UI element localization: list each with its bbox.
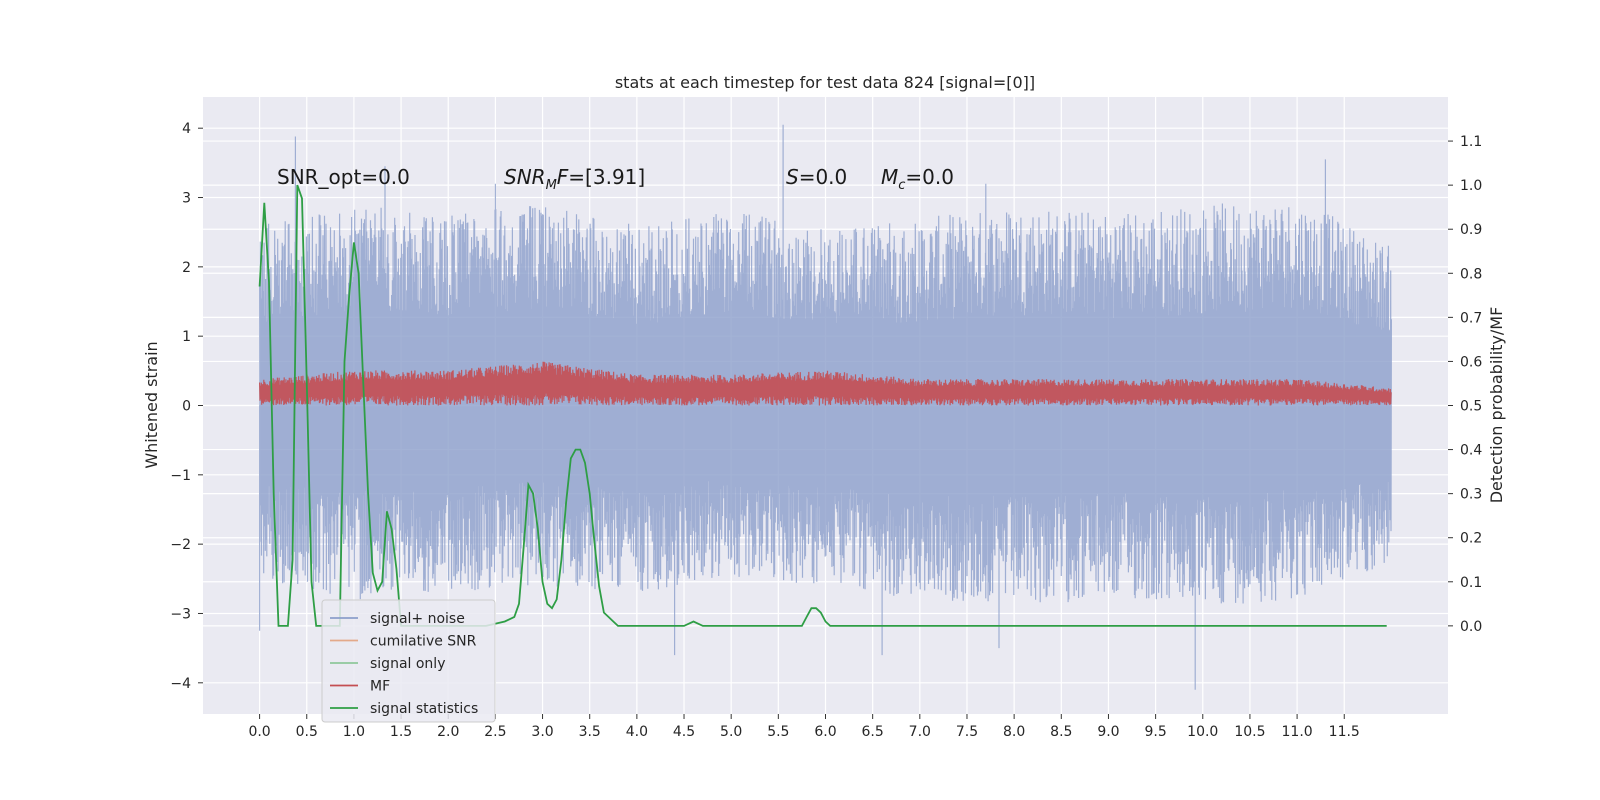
y-right-tick-label: 0.3 — [1460, 487, 1482, 503]
x-tick-label: 3.0 — [531, 724, 553, 740]
y-left-tick-label: 2 — [182, 260, 191, 276]
x-tick-label: 6.0 — [814, 724, 836, 740]
y-right-tick-label: 0.8 — [1460, 266, 1482, 282]
x-tick-label: 9.5 — [1144, 724, 1166, 740]
y-left-tick-label: 4 — [182, 121, 191, 137]
x-tick-label: 8.5 — [1050, 724, 1072, 740]
x-tick-label: 5.5 — [767, 724, 789, 740]
x-tick-label: 7.5 — [956, 724, 978, 740]
y-right-tick-label: 1.1 — [1460, 134, 1482, 150]
x-tick-label: 0.5 — [296, 724, 318, 740]
y-left-tick-label: −2 — [170, 537, 191, 553]
y-left-tick-label: −1 — [170, 468, 191, 484]
annotation-mc: Mc=0.0 — [881, 165, 954, 193]
y-axis-left-label: Whitened strain — [142, 341, 161, 468]
y-left-tick-label: −4 — [170, 676, 191, 692]
y-left-tick-label: 0 — [182, 399, 191, 415]
chart-title: stats at each timestep for test data 824… — [615, 73, 1035, 92]
x-tick-label: 10.5 — [1234, 724, 1265, 740]
y-right-tick-label: 0.1 — [1460, 575, 1482, 591]
y-right-tick-label: 0.4 — [1460, 443, 1482, 459]
y-axis-right-label: Detection probability/MF — [1487, 307, 1506, 504]
x-tick-label: 4.5 — [673, 724, 695, 740]
x-tick-label: 6.5 — [862, 724, 884, 740]
ticks: 0.0 0.5 1.0 1.5 2.0 2.5 3.0 3.5 4.0 4.5 5.0 5.5 6.0 6… — [170, 121, 1482, 740]
legend-label-mf: MF — [370, 679, 390, 695]
x-tick-label: 10.0 — [1187, 724, 1218, 740]
x-tick-label: 9.0 — [1097, 724, 1119, 740]
y-right-tick-label: 0.7 — [1460, 310, 1482, 326]
x-tick-label: 4.0 — [626, 724, 648, 740]
legend-label-signal-statistics: signal statistics — [370, 701, 478, 717]
x-tick-label: 1.5 — [390, 724, 412, 740]
y-right-tick-label: 0.0 — [1460, 619, 1482, 635]
y-right-tick-label: 0.2 — [1460, 531, 1482, 547]
y-left-tick-label: −3 — [170, 606, 191, 622]
series-layer — [258, 124, 1392, 690]
y-left-tick-label: 1 — [182, 329, 191, 345]
x-tick-label: 11.0 — [1282, 724, 1313, 740]
y-right-tick-label: 0.5 — [1460, 399, 1482, 415]
x-tick-label: 8.0 — [1003, 724, 1025, 740]
annotations: SNR_opt=0.0 SNRMF=[3.91] S=0.0 Mc=0.0 — [277, 165, 954, 193]
x-tick-label: 1.0 — [343, 724, 365, 740]
legend: signal+ noise cumilative SNR signal only MF… — [321, 599, 496, 723]
x-tick-label: 5.0 — [720, 724, 742, 740]
x-tick-label: 0.0 — [248, 724, 270, 740]
y-right-tick-label: 0.9 — [1460, 222, 1482, 238]
y-right-tick-label: 0.6 — [1460, 354, 1482, 370]
legend-box — [321, 599, 496, 723]
mf-line — [259, 361, 1392, 406]
x-tick-label: 7.0 — [909, 724, 931, 740]
x-tick-label: 3.5 — [579, 724, 601, 740]
y-left-tick-label: 3 — [182, 191, 191, 207]
annotation-s: S=0.0 — [786, 165, 847, 189]
legend-label-cumilative-snr: cumilative SNR — [370, 634, 477, 650]
series-signal-statistics — [258, 184, 1387, 627]
x-tick-label: 11.5 — [1329, 724, 1360, 740]
x-tick-label: 2.0 — [437, 724, 459, 740]
signal-statistics-line — [258, 184, 1387, 627]
legend-label-signal-noise: signal+ noise — [370, 611, 465, 627]
x-tick-label: 2.5 — [484, 724, 506, 740]
series-mf — [259, 361, 1392, 406]
y-right-tick-label: 1.0 — [1460, 178, 1482, 194]
annotation-snr-mf: SNRMF=[3.91] — [504, 165, 645, 193]
annotation-snr-opt: SNR_opt=0.0 — [277, 165, 410, 189]
legend-label-signal-only: signal only — [370, 656, 445, 672]
